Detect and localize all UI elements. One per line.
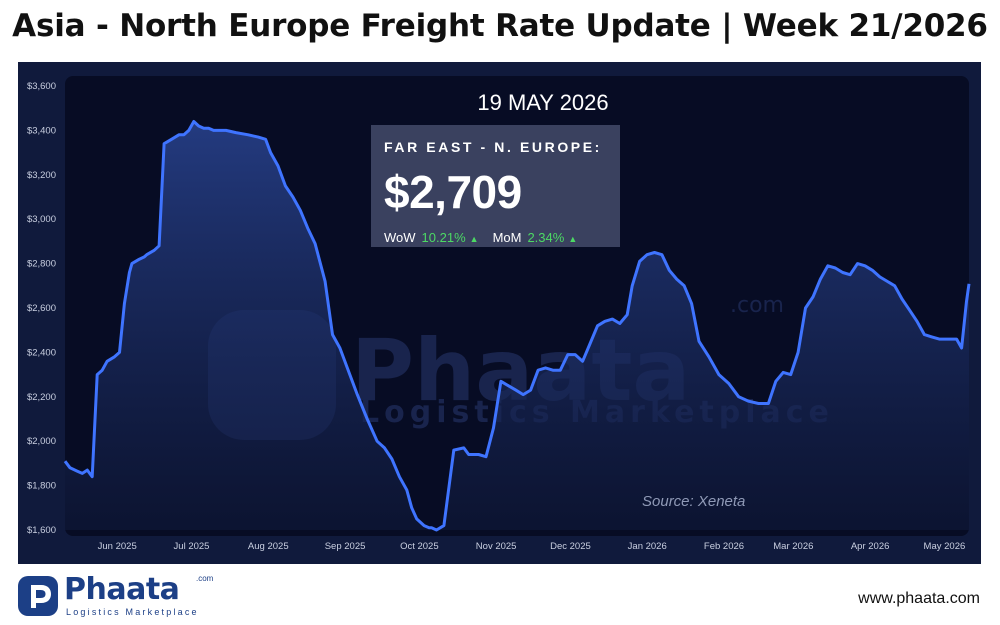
price-card: FAR EAST - N. EUROPE: $2,709 WoW 10.21% ▲ M… [371,125,620,247]
x-tick-label: Jul 2025 [174,541,210,552]
logo-tagline: Logistics Marketplace [66,607,199,617]
y-tick-label: $1,600 [27,525,56,536]
y-tick-label: $2,200 [27,392,56,403]
date-label: 19 MAY 2026 [477,90,609,115]
rate-area [65,121,969,530]
y-tick-label: $2,600 [27,303,56,314]
y-tick-label: $2,000 [27,436,56,447]
x-axis-ticks: Jun 2025 Jul 2025 Aug 2025 Sep 2025 Oct 2025… [98,541,966,552]
y-tick-label: $3,400 [27,125,56,136]
logo-domain: .com [196,574,214,583]
x-tick-label: Dec 2025 [550,541,591,552]
page-title: Asia - North Europe Freight Rate Update … [12,8,988,44]
x-tick-label: Aug 2025 [248,541,289,552]
x-tick-label: Jun 2025 [98,541,137,552]
x-tick-label: Mar 2026 [773,541,813,552]
route-label: FAR EAST - N. EUROPE: [384,139,602,155]
wow-label: WoW [384,230,416,245]
mom-value: 2.34% [527,230,565,245]
y-tick-label: $3,000 [27,214,56,225]
watermark-domain: .com [730,293,784,318]
x-tick-label: Oct 2025 [400,541,439,552]
rate-line [63,120,971,532]
x-tick-label: May 2026 [924,541,966,552]
y-tick-label: $2,800 [27,259,56,270]
freight-rate-chart: Phaata .com Logistics Marketplace $1,600… [27,76,971,552]
source-note: Source: Xeneta [642,493,746,510]
y-tick-label: $3,200 [27,170,56,181]
y-tick-label: $3,600 [27,81,56,92]
wow-value: 10.21% [421,230,466,245]
x-tick-label: Jan 2026 [628,541,667,552]
x-tick-label: Sep 2025 [325,541,366,552]
y-tick-label: $2,400 [27,347,56,358]
up-arrow-icon: ▲ [469,234,479,244]
price-value: $2,709 [384,166,522,218]
website-link[interactable]: www.phaata.com [858,590,980,607]
change-row: WoW 10.21% ▲ MoM 2.34% ▲ [384,230,591,245]
x-tick-label: Apr 2026 [851,541,890,552]
x-tick-label: Nov 2025 [476,541,517,552]
x-tick-label: Feb 2026 [704,541,744,552]
logo-wordmark: Phaata [64,572,180,607]
footer-logo[interactable]: Phaata .com Logistics Marketplace [18,572,218,620]
up-arrow-icon: ▲ [568,234,578,244]
y-tick-label: $1,800 [27,481,56,492]
y-axis-ticks: $1,600 $1,800 $2,000 $2,200 $2,400 $2,600 $2,8… [27,81,56,536]
mom-label: MoM [492,230,522,245]
phaata-logo-icon [18,576,58,616]
